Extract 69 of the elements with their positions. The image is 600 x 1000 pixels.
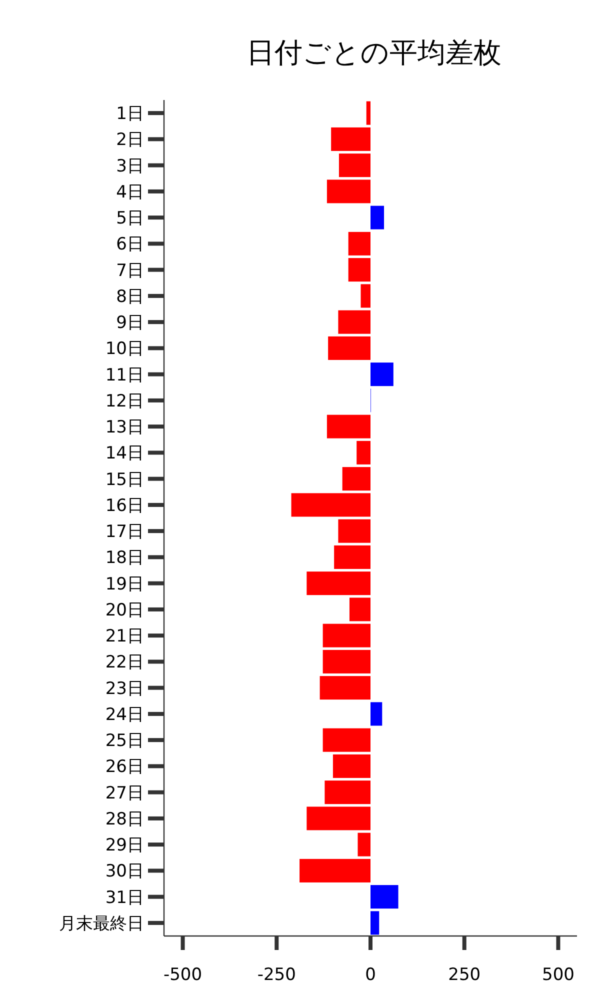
y-tick-label: 19日	[105, 574, 144, 594]
bar	[349, 598, 370, 622]
bar	[360, 284, 370, 308]
y-tick-label: 15日	[105, 470, 144, 490]
bar	[326, 414, 370, 438]
bar	[306, 572, 370, 596]
bar	[338, 310, 370, 334]
bar	[300, 858, 370, 882]
y-tick-label: 5日	[116, 208, 144, 229]
bar	[334, 545, 370, 569]
y-tick-label: 2日	[116, 130, 144, 150]
y-tick-label: 30日	[105, 862, 144, 882]
y-tick-label: 10日	[105, 339, 144, 360]
y-tick-label: 13日	[105, 418, 144, 438]
bar	[342, 467, 370, 491]
bar	[370, 206, 384, 230]
y-tick-label: 21日	[105, 626, 144, 647]
y-tick-label: 23日	[105, 678, 144, 699]
x-tick-label: -250	[257, 965, 296, 985]
y-tick-label: 4日	[116, 182, 144, 202]
y-tick-label: 16日	[105, 496, 144, 516]
y-tick-label: 24日	[105, 704, 144, 725]
y-tick-label: 31日	[105, 888, 144, 908]
bar	[358, 832, 370, 856]
x-tick-label: 250	[448, 965, 481, 985]
bar	[338, 519, 370, 543]
y-tick-label: 月末最終日	[59, 914, 144, 934]
y-tick-label: 12日	[105, 391, 144, 412]
bar	[370, 885, 398, 909]
bar	[370, 362, 394, 386]
bar	[348, 258, 370, 282]
bar	[324, 780, 370, 804]
bar	[348, 232, 370, 256]
bar	[326, 180, 370, 204]
bar	[291, 493, 370, 517]
bar	[328, 336, 370, 360]
bar	[322, 624, 370, 648]
y-tick-label: 18日	[105, 548, 144, 568]
x-tick-label: 500	[542, 965, 574, 985]
bar	[332, 754, 370, 778]
bar	[366, 101, 370, 125]
bar	[370, 911, 380, 935]
y-tick-label: 11日	[105, 365, 144, 386]
bar	[306, 806, 370, 830]
x-tick-label: -500	[163, 965, 202, 985]
y-tick-label: 7日	[116, 260, 144, 281]
chart-title: 日付ごとの平均差枚	[246, 36, 502, 69]
y-tick-label: 3日	[116, 156, 144, 176]
y-tick-label: 25日	[105, 731, 144, 752]
x-tick-label: 0	[365, 965, 376, 985]
bar	[356, 440, 370, 464]
y-tick-label: 14日	[105, 444, 144, 464]
bar	[320, 676, 370, 700]
bar	[370, 702, 382, 726]
y-tick-label: 22日	[105, 652, 144, 673]
y-tick-label: 27日	[105, 783, 144, 804]
bar	[331, 127, 370, 151]
y-tick-label: 28日	[105, 809, 144, 830]
bar	[322, 650, 370, 674]
y-tick-label: 9日	[116, 313, 144, 334]
y-tick-label: 20日	[105, 600, 144, 620]
y-tick-label: 1日	[116, 104, 144, 124]
y-tick-label: 29日	[105, 836, 144, 856]
y-tick-label: 26日	[105, 757, 144, 778]
bar	[338, 154, 370, 178]
bar	[322, 728, 370, 752]
y-tick-label: 17日	[105, 522, 144, 542]
y-tick-label: 8日	[116, 286, 144, 307]
y-tick-label: 6日	[116, 234, 144, 255]
